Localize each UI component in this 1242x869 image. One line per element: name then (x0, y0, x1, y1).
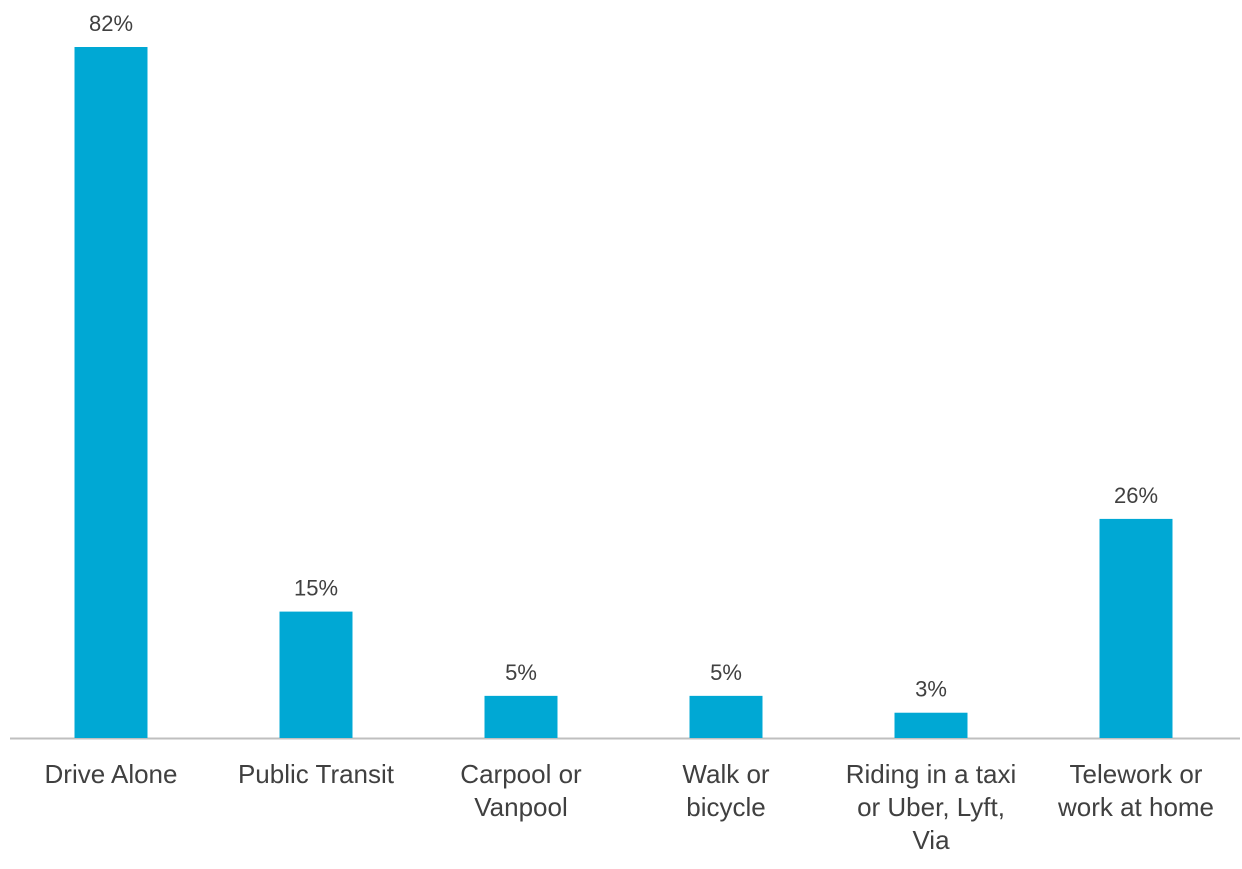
bar (894, 712, 968, 738)
x-tick-label: Public Transit (237, 759, 395, 789)
bar (1099, 518, 1173, 738)
x-tick-label: Walk or bicycle (682, 759, 770, 822)
value-label: 15% (294, 576, 338, 601)
bar (74, 47, 148, 738)
x-tick-label: Carpool or Vanpool (460, 759, 582, 822)
value-label: 26% (1114, 483, 1158, 508)
value-label: 3% (915, 677, 947, 702)
bar (484, 695, 558, 738)
bar (279, 611, 353, 738)
bar (689, 695, 763, 738)
x-tick-label: Telework or work at home (1057, 759, 1215, 822)
value-label: 82% (89, 11, 133, 36)
x-tick-label: Riding in a taxi or Uber, Lyft, Via (845, 759, 1017, 855)
value-label: 5% (710, 660, 742, 685)
x-tick-label: Drive Alone (44, 759, 178, 789)
value-label: 5% (505, 660, 537, 685)
